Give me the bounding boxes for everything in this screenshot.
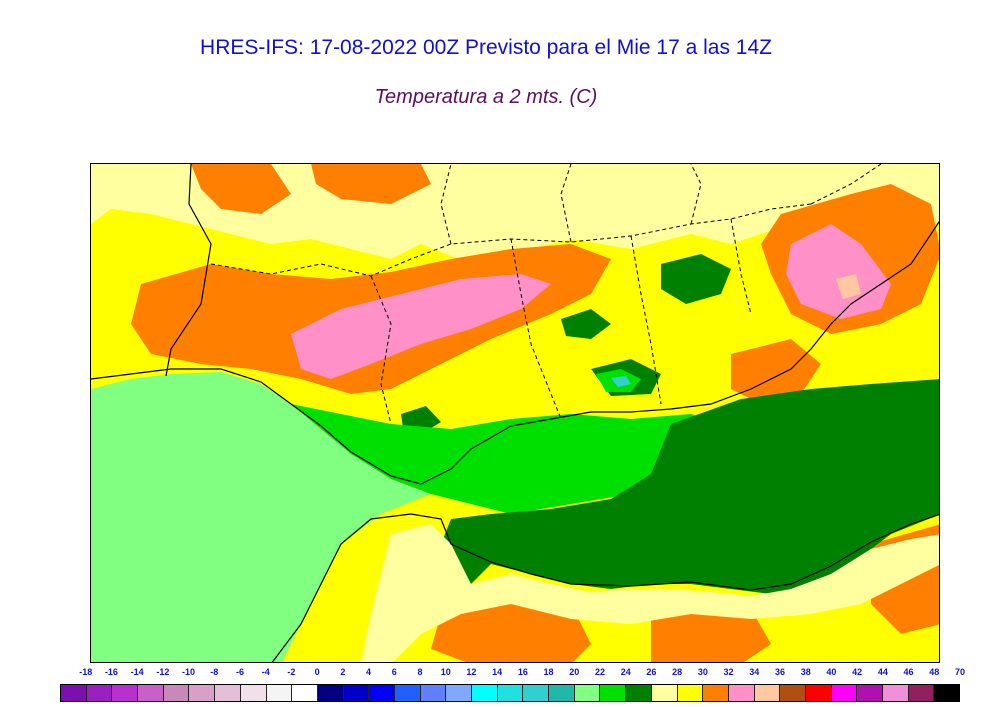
colorbar-tick-label: -10 xyxy=(182,667,196,677)
colorbar-tick-label: 34 xyxy=(749,667,760,677)
colorbar-tick-label: 44 xyxy=(877,667,888,677)
sea-atlantic xyxy=(91,372,431,662)
colorbar-tick-label: 30 xyxy=(697,667,708,677)
colorbar-swatch xyxy=(317,685,344,701)
colorbar-tick-label: 46 xyxy=(903,667,914,677)
colorbar-tick-label: 32 xyxy=(723,667,734,677)
colorbar-tick-label: 36 xyxy=(774,667,786,677)
colorbar-tick-label: 42 xyxy=(852,667,863,677)
chart-subtitle: Temperatura a 2 mts. (C) xyxy=(374,86,598,108)
temperature-map xyxy=(90,163,940,663)
colorbar-swatch xyxy=(61,685,87,701)
colorbar-tick-label: -18 xyxy=(79,667,93,677)
zone-32-34-west xyxy=(291,274,551,379)
colorbar-swatch xyxy=(163,685,190,701)
zone-24-26-sea xyxy=(441,379,939,594)
colorbar-tick-label: 2 xyxy=(340,667,346,677)
colorbar-tick-label: -12 xyxy=(156,667,170,677)
colorbar-swatch xyxy=(420,685,447,701)
colorbar-tick-label: 26 xyxy=(646,667,657,677)
chart-title: HRES-IFS: 17-08-2022 00Z Previsto para e… xyxy=(200,36,772,59)
colorbar-swatch xyxy=(266,685,293,701)
colorbar-tick-label: -16 xyxy=(104,667,118,677)
zone-30-32-north xyxy=(311,164,431,204)
colorbar-swatch xyxy=(805,685,832,701)
colorbar-tick-label: 12 xyxy=(466,667,477,677)
colorbar-swatch xyxy=(754,685,781,701)
colorbar-tick-label: -4 xyxy=(261,667,270,677)
colorbar-swatch xyxy=(728,685,755,701)
colorbar-tick-label: 4 xyxy=(366,667,372,677)
coastline-africa xyxy=(271,513,939,662)
colorbar-swatch xyxy=(86,685,113,701)
zone-22-24-coast xyxy=(291,404,721,514)
border-portugal xyxy=(165,164,212,377)
colorbar-swatch xyxy=(600,685,627,701)
zone-26-28-north xyxy=(91,164,939,264)
colorbar-tick-label: 0 xyxy=(314,667,320,677)
colorbar-swatch xyxy=(651,685,678,701)
zone-34-36-east xyxy=(836,274,861,299)
colorbar-swatch xyxy=(703,685,729,701)
zone-26-28-south xyxy=(361,524,939,662)
colorbar-tick-label: 8 xyxy=(417,667,423,677)
colorbar-tick-label: 16 xyxy=(517,667,528,677)
colorbar-swatch xyxy=(523,685,550,701)
zone-20-22-core xyxy=(611,376,631,387)
colorbar-tick-label: 14 xyxy=(492,667,503,677)
coastline xyxy=(91,220,939,485)
colorbar-tick-label: 20 xyxy=(569,667,580,677)
colorbar-tick-labels: -18 -16 -14 -12 -10 -8 -6 -4 -2 0 2 4 6 8 10 12 14 16 18 20… xyxy=(0,667,1000,681)
colorbar-swatch xyxy=(497,685,524,701)
colorbar-swatch xyxy=(446,685,472,701)
colorbar-swatch xyxy=(369,685,395,701)
colorbar-swatch xyxy=(549,685,575,701)
colorbar-swatch xyxy=(292,685,318,701)
colorbar-swatch xyxy=(189,685,216,701)
colorbar-swatch xyxy=(857,685,883,701)
colorbar-tick-label: 6 xyxy=(391,667,397,677)
colorbar xyxy=(60,684,960,702)
colorbar-swatch xyxy=(112,685,139,701)
colorbar-tick-label: -2 xyxy=(287,667,296,677)
colorbar-swatch xyxy=(908,685,935,701)
colorbar-tick-label: -8 xyxy=(210,667,219,677)
colorbar-tick-label: 24 xyxy=(620,667,631,677)
colorbar-swatch xyxy=(883,685,909,701)
zone-30-32-northwest xyxy=(191,164,291,214)
zone-24-26-center xyxy=(661,254,731,304)
colorbar-tick-label: 18 xyxy=(543,667,554,677)
colorbar-swatch xyxy=(394,685,421,701)
colorbar-swatch xyxy=(240,685,267,701)
colorbar-tick-label: 40 xyxy=(826,667,837,677)
colorbar-swatch xyxy=(138,685,164,701)
colorbar-tick-label: 38 xyxy=(800,667,811,677)
colorbar-swatch xyxy=(677,685,704,701)
zone-24-26-blob xyxy=(561,309,611,339)
colorbar-swatch xyxy=(934,685,960,701)
colorbar-swatch xyxy=(343,685,370,701)
colorbar-swatch xyxy=(831,685,858,701)
colorbar-tick-label: 48 xyxy=(929,667,940,677)
colorbar-swatch xyxy=(626,685,652,701)
province-borders xyxy=(210,164,882,425)
colorbar-tick-label: 22 xyxy=(594,667,606,677)
colorbar-tick-label: -6 xyxy=(235,667,245,677)
colorbar-swatch xyxy=(574,685,601,701)
colorbar-tick-label: -14 xyxy=(130,667,144,677)
colorbar-tick-label: 10 xyxy=(440,667,451,677)
colorbar-swatch xyxy=(780,685,806,701)
colorbar-tick-label: 28 xyxy=(672,667,683,677)
colorbar-tick-label: 70 xyxy=(954,667,966,677)
colorbar-swatch xyxy=(215,685,241,701)
colorbar-swatch xyxy=(472,685,498,701)
